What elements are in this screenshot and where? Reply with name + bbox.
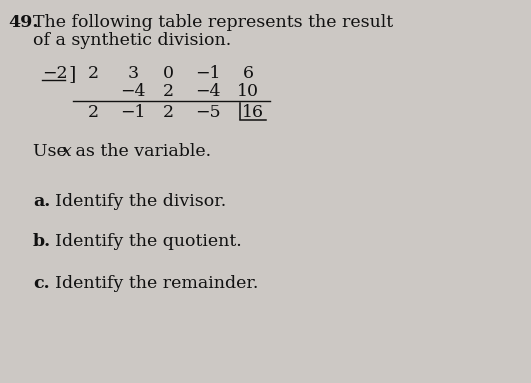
Text: 49.: 49. [8,14,38,31]
Text: 10: 10 [237,83,259,100]
Text: 2: 2 [88,104,99,121]
Text: −2: −2 [42,65,68,82]
Text: −1: −1 [120,104,145,121]
Text: Identify the quotient.: Identify the quotient. [55,233,242,250]
Text: Use: Use [33,143,72,160]
Text: 6: 6 [243,65,253,82]
Text: Identify the divisor.: Identify the divisor. [55,193,226,210]
Text: Identify the remainder.: Identify the remainder. [55,275,259,292]
Text: 2: 2 [88,65,99,82]
Text: a.: a. [33,193,50,210]
Text: b.: b. [33,233,51,250]
Text: 0: 0 [162,65,174,82]
Text: 2: 2 [162,104,174,121]
Text: as the variable.: as the variable. [70,143,211,160]
Text: 16: 16 [242,104,264,121]
Text: 2: 2 [162,83,174,100]
Text: −4: −4 [120,83,145,100]
Text: of a synthetic division.: of a synthetic division. [33,32,231,49]
Text: −4: −4 [195,83,221,100]
Text: The following table represents the result: The following table represents the resul… [33,14,393,31]
Text: ]: ] [68,65,75,83]
Text: 3: 3 [127,65,139,82]
Text: x: x [62,143,72,160]
Text: −1: −1 [195,65,221,82]
Text: −5: −5 [195,104,221,121]
Text: c.: c. [33,275,49,292]
